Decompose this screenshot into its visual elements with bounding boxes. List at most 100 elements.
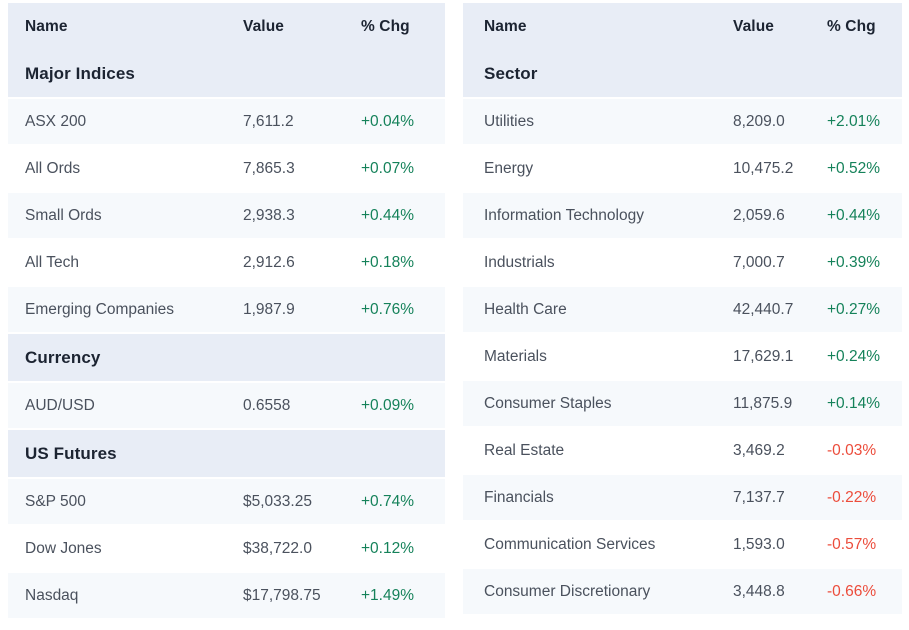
row-value: 7,865.3 [243,159,295,177]
row-name: Financials [484,488,554,506]
section-title: Currency [25,347,101,367]
row-percent-change: -0.03% [827,441,877,459]
table-row-all-tech[interactable]: All Tech 2,912.6 +0.18% [8,240,445,285]
row-name: Consumer Staples [484,394,612,412]
section-header-sector: Sector [463,50,902,97]
row-value: 17,629.1 [733,347,794,365]
row-name: Consumer Discretionary [484,582,651,600]
indices-table-rows: Major Indices ASX 200 7,611.2 +0.04% All Ord… [8,50,445,618]
row-percent-change: +1.49% [361,586,415,604]
row-name: Dow Jones [25,539,102,557]
row-name: Small Ords [25,206,102,224]
table-row-financials[interactable]: Financials 7,137.7 -0.22% [463,475,902,520]
row-value: 2,912.6 [243,253,295,271]
row-percent-change: +0.74% [361,492,415,510]
row-value: 3,469.2 [733,441,785,459]
table-row-emerging-companies[interactable]: Emerging Companies 1,987.9 +0.76% [8,287,445,332]
column-header-row: Name Value % Chg [463,3,902,50]
section-title: Major Indices [25,63,135,83]
table-row-health-care[interactable]: Health Care 42,440.7 +0.27% [463,287,902,332]
column-header-value: Value [243,17,284,35]
column-header-chg: % Chg [827,17,876,35]
table-row-industrials[interactable]: Industrials 7,000.7 +0.39% [463,240,902,285]
section-header-major-indices: Major Indices [8,50,445,97]
table-row-asx-200[interactable]: ASX 200 7,611.2 +0.04% [8,99,445,144]
row-value: 2,938.3 [243,206,295,224]
section-title: US Futures [25,443,117,463]
sectors-table: Name Value % Chg Sector Utilities 8,209.0 +… [463,3,902,618]
row-percent-change: +0.52% [827,159,881,177]
row-name: Materials [484,347,547,365]
row-percent-change: +0.07% [361,159,415,177]
row-name: All Tech [25,253,79,271]
row-percent-change: +0.09% [361,396,415,414]
section-header-currency: Currency [8,334,445,381]
row-value: 7,137.7 [733,488,785,506]
row-name: Communication Services [484,535,656,553]
table-row-consumer-staples[interactable]: Consumer Staples 11,875.9 +0.14% [463,381,902,426]
row-name: Health Care [484,300,567,318]
indices-table: Name Value % Chg Major Indices ASX 200 7,6… [8,3,445,618]
row-value: 11,875.9 [733,394,793,412]
row-percent-change: -0.66% [827,582,877,600]
column-header-name: Name [25,17,68,35]
row-percent-change: +0.44% [361,206,415,224]
row-value: 0.6558 [243,396,291,414]
row-percent-change: +0.18% [361,253,415,271]
row-name: Emerging Companies [25,300,175,318]
row-percent-change: +0.27% [827,300,881,318]
row-value: 7,000.7 [733,253,785,271]
row-name: Information Technology [484,206,644,224]
row-name: Real Estate [484,441,565,459]
table-row-all-ords[interactable]: All Ords 7,865.3 +0.07% [8,146,445,191]
table-row-small-ords[interactable]: Small Ords 2,938.3 +0.44% [8,193,445,238]
row-value: $17,798.75 [243,586,321,604]
row-value: 10,475.2 [733,159,794,177]
table-row-consumer-discretionary[interactable]: Consumer Discretionary 3,448.8 -0.66% [463,569,902,614]
row-percent-change: +2.01% [827,112,881,130]
row-value: 3,448.8 [733,582,785,600]
row-percent-change: +0.14% [827,394,881,412]
row-percent-change: +0.44% [827,206,881,224]
table-row-dow-jones[interactable]: Dow Jones $38,722.0 +0.12% [8,526,445,571]
row-value: 1,987.9 [243,300,295,318]
table-row-energy[interactable]: Energy 10,475.2 +0.52% [463,146,902,191]
column-header-value: Value [733,17,774,35]
table-row-real-estate[interactable]: Real Estate 3,469.2 -0.03% [463,428,902,473]
row-percent-change: +0.39% [827,253,881,271]
table-row-communication-services[interactable]: Communication Services 1,593.0 -0.57% [463,522,902,567]
row-name: All Ords [25,159,81,177]
table-row-nasdaq[interactable]: Nasdaq $17,798.75 +1.49% [8,573,445,618]
row-value: 7,611.2 [243,112,294,130]
table-row-information-technology[interactable]: Information Technology 2,059.6 +0.44% [463,193,902,238]
row-name: S&P 500 [25,492,86,510]
table-row-s-p-500[interactable]: S&P 500 $5,033.25 +0.74% [8,479,445,524]
row-value: 42,440.7 [733,300,794,318]
row-percent-change: +0.04% [361,112,415,130]
table-row-utilities[interactable]: Utilities 8,209.0 +2.01% [463,99,902,144]
row-name: Energy [484,159,534,177]
row-percent-change: +0.24% [827,347,881,365]
column-header-name: Name [484,17,527,35]
row-percent-change: -0.22% [827,488,877,506]
row-name: ASX 200 [25,112,87,130]
row-name: Nasdaq [25,586,79,604]
row-value: 2,059.6 [733,206,785,224]
row-value: $38,722.0 [243,539,312,557]
row-name: Utilities [484,112,534,130]
table-row-materials[interactable]: Materials 17,629.1 +0.24% [463,334,902,379]
section-header-us-futures: US Futures [8,430,445,477]
table-row-aud-usd[interactable]: AUD/USD 0.6558 +0.09% [8,383,445,428]
row-percent-change: +0.12% [361,539,415,557]
row-percent-change: -0.57% [827,535,877,553]
sectors-table-rows: Sector Utilities 8,209.0 +2.01% Energy 10,475… [463,50,902,614]
row-value: 1,593.0 [733,535,785,553]
section-title: Sector [484,63,538,83]
column-header-chg: % Chg [361,17,410,35]
row-name: Industrials [484,253,555,271]
row-name: AUD/USD [25,396,95,414]
row-percent-change: +0.76% [361,300,415,318]
row-value: $5,033.25 [243,492,312,510]
row-value: 8,209.0 [733,112,785,130]
